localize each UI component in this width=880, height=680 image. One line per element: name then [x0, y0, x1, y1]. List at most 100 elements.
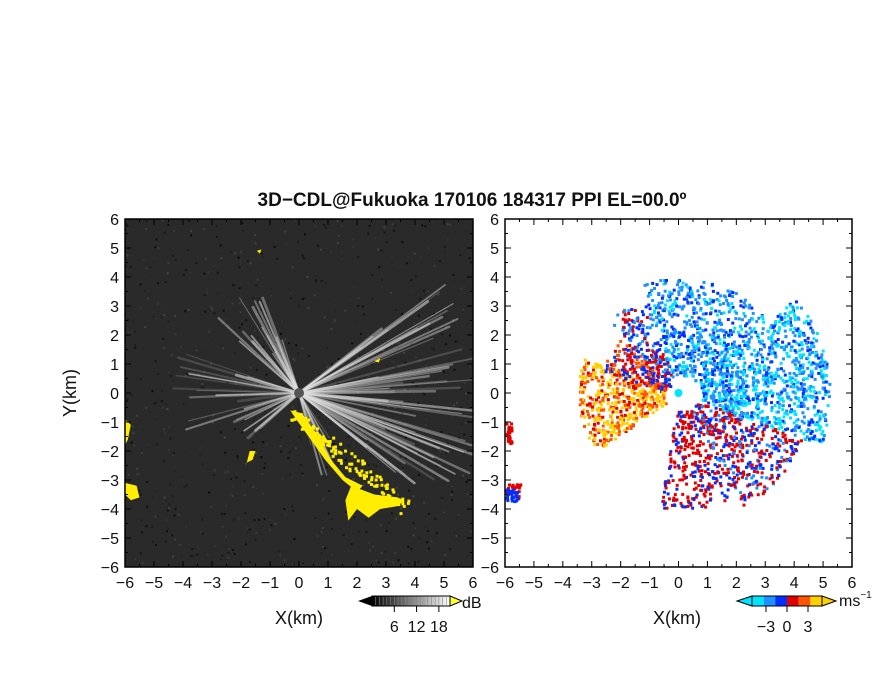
velocity-colorbar-left-arrow	[735, 595, 753, 607]
velocity-pixel-0	[770, 338, 774, 342]
velocity-pixel-1	[696, 342, 700, 346]
velocity-pixel-1	[676, 347, 680, 351]
velocity-pixel-4	[602, 441, 606, 445]
velocity-pixel-0	[729, 389, 733, 393]
y-tick-label-R-6: 0	[490, 386, 499, 403]
velocity-pixel-2	[710, 425, 714, 429]
velocity-pixel-4	[609, 437, 613, 441]
velocity-pixel-0	[730, 364, 734, 367]
velocity-pixel-0	[774, 343, 778, 347]
velocity-pixel-0	[746, 411, 749, 415]
velocity-pixel-0	[807, 360, 811, 364]
highlight-pixel	[355, 470, 359, 473]
velocity-pixel-0	[804, 397, 807, 400]
velocity-pixel-1	[712, 299, 716, 303]
noise-pixel	[301, 472, 304, 475]
velocity-pixel-0	[793, 327, 797, 331]
velocity-pixel-0	[792, 359, 796, 363]
velocity-pixel-1	[728, 294, 732, 297]
velocity-pixel-2	[708, 432, 712, 436]
noise-pixel	[347, 444, 350, 447]
velocity-pixel-0	[775, 410, 779, 414]
velocity-pixel-5	[624, 362, 628, 366]
velocity-pixel-0	[805, 320, 809, 324]
velocity-pixel-3	[725, 495, 729, 499]
noise-pixel	[424, 225, 427, 228]
velocity-edge-pixel-0	[510, 428, 514, 432]
noise-pixel	[438, 279, 441, 282]
highlight-pixel	[348, 467, 352, 471]
noise-pixel	[326, 365, 329, 368]
velocity-pixel-3	[687, 423, 691, 426]
velocity-pixel-0	[820, 375, 824, 379]
velocity-pixel-1	[713, 326, 716, 330]
velocity-pixel-2	[713, 414, 717, 418]
noise-pixel	[180, 555, 183, 558]
velocity-pixel-1	[697, 348, 701, 352]
velocity-pixel-0	[774, 371, 778, 375]
velocity-pixel-2	[777, 438, 781, 442]
reflectivity-colorbar-tick-label-0: 6	[390, 619, 399, 636]
velocity-pixel-0	[800, 387, 804, 391]
noise-pixel	[146, 505, 149, 508]
noise-pixel	[151, 525, 154, 528]
velocity-pixel-0	[795, 306, 799, 310]
velocity-pixel-3	[674, 439, 678, 443]
velocity-pixel-1	[675, 344, 678, 347]
velocity-pixel-2	[736, 443, 740, 447]
velocity-pixel-0	[800, 341, 803, 345]
velocity-pixel-0	[747, 340, 751, 344]
velocity-pixel-0	[819, 356, 823, 360]
velocity-pixel-0	[788, 311, 792, 315]
beam-0-1	[297, 391, 440, 450]
velocity-pixel-2	[733, 413, 737, 417]
noise-pixel	[459, 254, 462, 256]
velocity-pixel-1	[735, 311, 739, 315]
noise-pixel	[189, 230, 192, 233]
noise-pixel	[167, 527, 170, 530]
velocity-pixel-0	[797, 387, 801, 391]
noise-pixel	[221, 554, 224, 557]
velocity-pixel-0	[751, 383, 755, 387]
velocity-pixel-2	[743, 438, 747, 442]
velocity-pixel-3	[676, 445, 680, 449]
velocity-pixel-0	[756, 397, 759, 401]
noise-pixel	[245, 370, 248, 372]
noise-pixel	[419, 462, 422, 465]
noise-pixel	[315, 484, 318, 487]
velocity-pixel-0	[767, 366, 771, 370]
noise-pixel	[255, 313, 258, 316]
velocity-pixel-5	[624, 352, 628, 356]
noise-pixel	[366, 442, 369, 445]
velocity-pixel-2	[738, 445, 742, 449]
reflectivity-ylabel: Y(km)	[60, 369, 80, 417]
velocity-pixel-4	[622, 400, 626, 403]
noise-pixel	[298, 436, 301, 438]
noise-pixel	[336, 383, 339, 386]
velocity-pixel-2	[704, 404, 708, 408]
velocity-pixel-0	[783, 380, 787, 384]
velocity-pixel-1	[731, 342, 734, 346]
velocity-pixel-2	[730, 437, 734, 441]
noise-pixel	[443, 250, 446, 253]
velocity-pixel-2	[704, 419, 708, 423]
velocity-pixel-1	[683, 371, 687, 375]
noise-pixel	[458, 437, 460, 440]
velocity-pixel-4	[621, 389, 625, 393]
highlight-pixel	[392, 490, 396, 494]
velocity-pixel-4	[622, 379, 626, 383]
velocity-pixel-0	[795, 424, 799, 428]
noise-pixel	[446, 223, 449, 226]
velocity-pixel-4	[580, 410, 584, 414]
velocity-pixel-4	[609, 430, 613, 434]
noise-pixel	[182, 403, 185, 406]
velocity-pixel-0	[794, 425, 797, 429]
noise-pixel	[330, 411, 333, 414]
noise-pixel	[153, 402, 156, 405]
velocity-pixel-0	[799, 382, 803, 386]
velocity-pixel-2	[781, 435, 785, 439]
velocity-pixel-1	[720, 323, 723, 326]
velocity-pixel-1	[675, 297, 679, 301]
noise-pixel	[260, 309, 263, 311]
velocity-pixel-0	[813, 434, 817, 438]
